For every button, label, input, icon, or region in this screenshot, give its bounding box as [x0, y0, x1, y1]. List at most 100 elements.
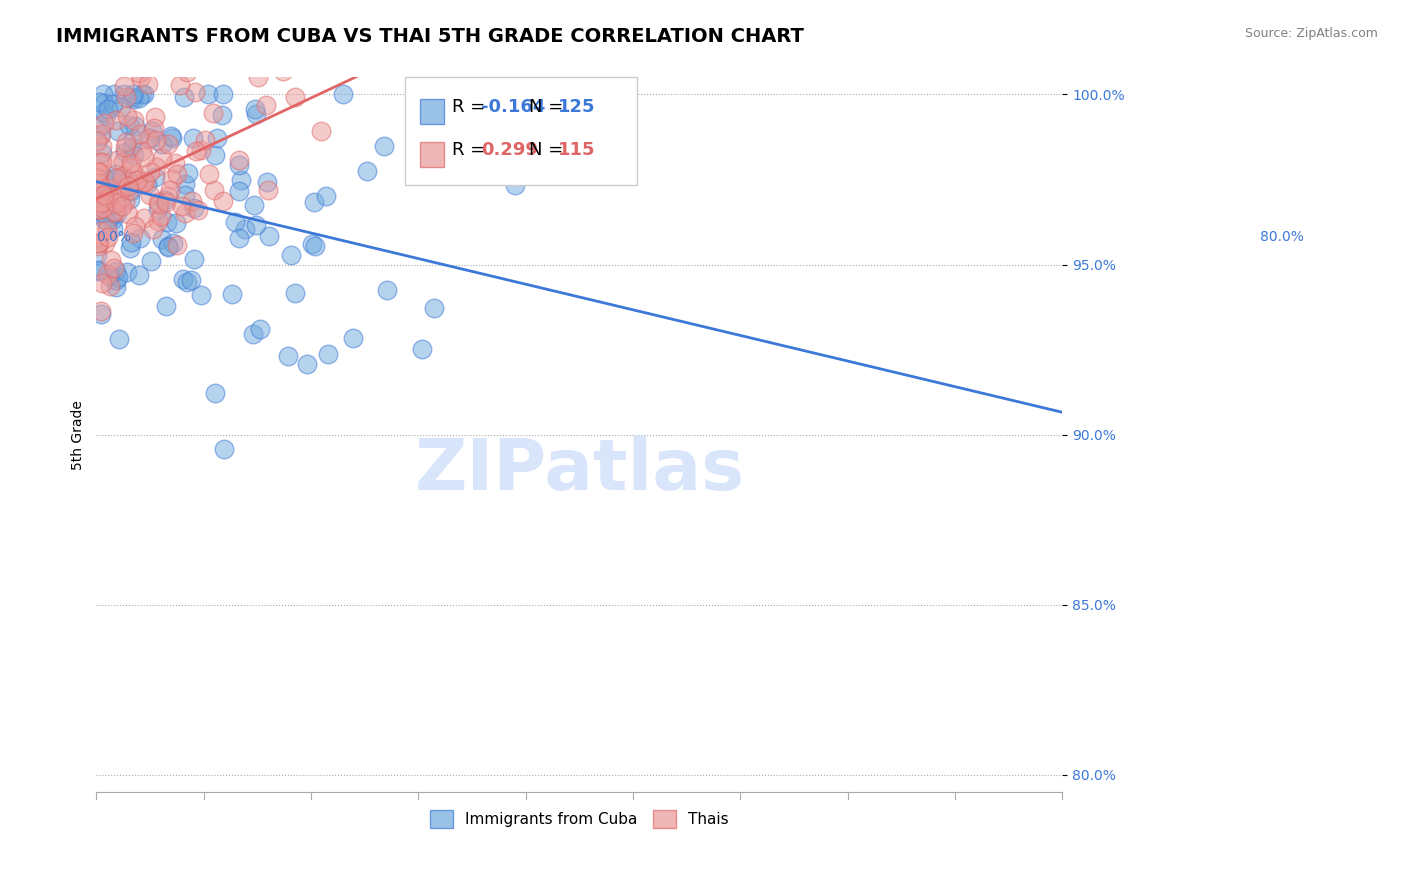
Point [224, 215, 246, 229]
Point [316, 347, 339, 361]
Point [93, 96, 115, 111]
Point [101, 221, 124, 235]
Point [170, 199, 193, 213]
Point [107, 270, 129, 285]
Point [176, 64, 198, 78]
Point [245, 102, 267, 116]
Point [173, 90, 195, 104]
Point [122, 87, 145, 102]
Point [131, 87, 153, 102]
Point [132, 87, 155, 102]
Text: 115: 115 [558, 141, 596, 160]
Point [143, 111, 166, 125]
Point [190, 288, 212, 302]
Point [101, 212, 124, 227]
Point [110, 177, 132, 191]
Point [212, 194, 235, 208]
Y-axis label: 5th Grade: 5th Grade [72, 400, 86, 469]
Point [174, 206, 197, 220]
Point [115, 109, 138, 123]
Point [107, 124, 129, 138]
Point [114, 145, 136, 160]
Point [104, 205, 127, 219]
Point [86, 247, 108, 261]
Point [256, 175, 278, 189]
Point [114, 79, 136, 94]
Point [281, 54, 304, 68]
Point [90, 127, 112, 141]
Point [145, 160, 167, 174]
Point [177, 166, 200, 180]
Point [221, 287, 243, 301]
Text: R =: R = [451, 141, 491, 160]
Point [160, 172, 183, 186]
Point [315, 189, 337, 203]
Point [121, 132, 143, 146]
Point [87, 264, 110, 278]
Point [205, 131, 228, 145]
Point [284, 89, 307, 103]
Text: 0.299: 0.299 [481, 141, 537, 160]
Point [120, 184, 142, 198]
Point [181, 194, 204, 208]
Point [120, 235, 142, 249]
Point [117, 172, 139, 186]
Point [87, 203, 110, 218]
Point [423, 301, 446, 315]
Point [157, 239, 180, 253]
Point [91, 201, 114, 215]
Point [375, 283, 398, 297]
Point [97, 191, 120, 205]
Point [138, 164, 160, 178]
Text: IMMIGRANTS FROM CUBA VS THAI 5TH GRADE CORRELATION CHART: IMMIGRANTS FROM CUBA VS THAI 5TH GRADE C… [56, 27, 804, 45]
Point [249, 321, 271, 335]
Point [159, 183, 181, 197]
Point [110, 170, 132, 185]
Point [156, 215, 179, 229]
Point [118, 192, 141, 206]
Point [100, 252, 122, 267]
Point [90, 224, 112, 238]
Point [139, 131, 162, 145]
Point [148, 197, 170, 211]
Point [166, 237, 188, 252]
Point [202, 183, 225, 197]
Point [114, 90, 136, 104]
Point [89, 235, 111, 250]
Point [148, 194, 170, 209]
Text: 125: 125 [558, 98, 596, 117]
Point [172, 271, 194, 285]
Point [90, 195, 112, 210]
Point [180, 273, 202, 287]
Point [120, 156, 142, 170]
Point [124, 147, 146, 161]
Point [309, 124, 332, 138]
Point [146, 202, 169, 217]
Point [373, 139, 395, 153]
Point [117, 179, 139, 194]
Text: ZIPatlas: ZIPatlas [415, 436, 744, 505]
Point [87, 239, 110, 253]
Point [97, 103, 120, 117]
Point [105, 171, 128, 186]
Point [273, 63, 295, 78]
Point [107, 206, 129, 220]
Point [97, 230, 120, 244]
Point [111, 169, 134, 183]
Point [87, 165, 110, 179]
Point [120, 160, 142, 174]
Point [93, 105, 115, 120]
Point [96, 107, 118, 121]
Point [87, 235, 110, 250]
Point [124, 168, 146, 182]
Point [129, 230, 152, 244]
Point [98, 279, 121, 293]
Point [87, 95, 110, 110]
Point [134, 175, 156, 189]
Point [139, 187, 162, 202]
Point [342, 331, 364, 345]
Point [124, 219, 146, 233]
Point [150, 151, 173, 165]
Point [229, 173, 252, 187]
Point [118, 241, 141, 255]
